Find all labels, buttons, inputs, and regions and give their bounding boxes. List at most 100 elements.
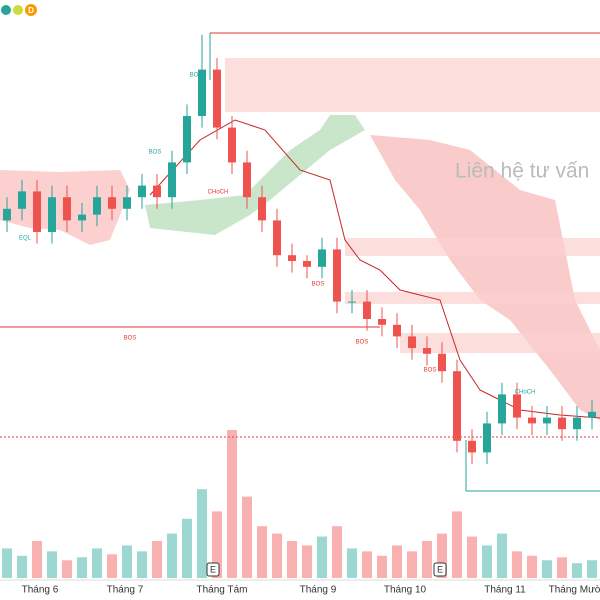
volume-bar — [272, 533, 282, 578]
candle-body — [423, 348, 431, 354]
zone — [400, 333, 600, 353]
volume-bar — [92, 548, 102, 578]
icon[interactable] — [13, 5, 23, 15]
candle-body — [108, 197, 116, 209]
volume-bar — [422, 541, 432, 578]
candle-body — [408, 336, 416, 348]
candle-body — [393, 324, 401, 337]
candle-body — [528, 417, 536, 424]
volume-bar — [212, 511, 222, 578]
watermark: Liên hệ tư vấn — [455, 160, 589, 183]
candle-body — [378, 319, 386, 325]
volume-bar — [392, 545, 402, 578]
volume-bar — [512, 551, 522, 578]
volume-bar — [62, 560, 72, 578]
candle-body — [33, 191, 41, 232]
volume-bar — [317, 536, 327, 578]
candle-body — [63, 197, 71, 221]
cloud-green — [145, 115, 365, 235]
candle-body — [438, 353, 446, 372]
volume-bar — [587, 560, 597, 578]
volume-bar — [467, 536, 477, 578]
icon[interactable] — [25, 4, 37, 16]
annotation: BOS — [190, 73, 203, 79]
annotation: BOS — [124, 336, 137, 342]
icon[interactable] — [1, 5, 11, 15]
x-tick-label: Tháng 7 — [107, 585, 144, 596]
volume-bar — [242, 496, 252, 578]
volume-bar — [377, 555, 387, 578]
x-tick-label: Tháng 10 — [384, 585, 427, 596]
candle-body — [138, 185, 146, 198]
annotation: E — [437, 564, 443, 574]
zone — [225, 58, 600, 112]
volume-bar — [542, 560, 552, 578]
candle-body — [348, 301, 356, 303]
annotation: BOS — [149, 150, 162, 156]
volume-bar — [32, 541, 42, 578]
volume-bar — [2, 548, 12, 578]
event-box — [433, 562, 447, 577]
candle-body — [198, 69, 206, 116]
candle-body — [558, 417, 566, 430]
x-tick-label: Tháng 6 — [22, 585, 59, 596]
x-tick-label: Tháng 9 — [300, 585, 337, 596]
candle-body — [213, 69, 221, 128]
candle-body — [318, 249, 326, 267]
volume-bar — [182, 518, 192, 578]
volume-bar — [362, 551, 372, 578]
candle-body — [258, 197, 266, 221]
volume-bar — [152, 541, 162, 578]
volume-bar — [302, 545, 312, 578]
volume-bar — [287, 541, 297, 578]
annotation: BOS — [356, 340, 369, 346]
candle-body — [573, 417, 581, 430]
zone — [345, 292, 600, 304]
volume-bar — [47, 551, 57, 578]
event-box — [206, 562, 220, 577]
candle-body — [228, 127, 236, 163]
volume-bar — [17, 555, 27, 578]
candle-body — [3, 208, 11, 221]
candle-body — [363, 301, 371, 319]
volume-bar — [227, 430, 237, 578]
candle-body — [273, 220, 281, 256]
volume-bar — [452, 511, 462, 578]
interval: D — [28, 6, 34, 15]
volume-bar — [572, 563, 582, 578]
candle-body — [543, 417, 551, 424]
candle-body — [168, 162, 176, 198]
volume-bar — [437, 533, 447, 578]
candle-body — [303, 261, 311, 267]
annotation: CHoCH — [515, 390, 536, 396]
x-tick-label: Tháng 11 — [484, 585, 526, 596]
candle-body — [333, 249, 341, 302]
volume-bar — [527, 555, 537, 578]
candle-body — [288, 255, 296, 261]
annotation: E — [210, 564, 216, 574]
volume-bar — [482, 545, 492, 578]
candle-body — [123, 197, 131, 209]
candle-body — [498, 394, 506, 424]
volume-bar — [557, 557, 567, 578]
volume-bar — [197, 489, 207, 578]
candle-body — [48, 197, 56, 232]
candle-body — [153, 185, 161, 198]
volume-bar — [332, 526, 342, 578]
x-tick-label: Tháng Tám — [197, 585, 248, 596]
volume-bar — [407, 551, 417, 578]
candle-body — [183, 116, 191, 163]
volume-bar — [137, 551, 147, 578]
volume-bar — [167, 533, 177, 578]
candle-body — [18, 191, 26, 209]
candle-body — [513, 394, 521, 418]
candle-body — [78, 214, 86, 221]
volume-bar — [77, 557, 87, 578]
volume-bar — [497, 533, 507, 578]
volume-bar — [347, 548, 357, 578]
candle-body — [483, 423, 491, 453]
x-tick-label: Tháng Mười Hai — [549, 585, 600, 596]
candle-body — [243, 162, 251, 198]
volume-bar — [122, 545, 132, 578]
